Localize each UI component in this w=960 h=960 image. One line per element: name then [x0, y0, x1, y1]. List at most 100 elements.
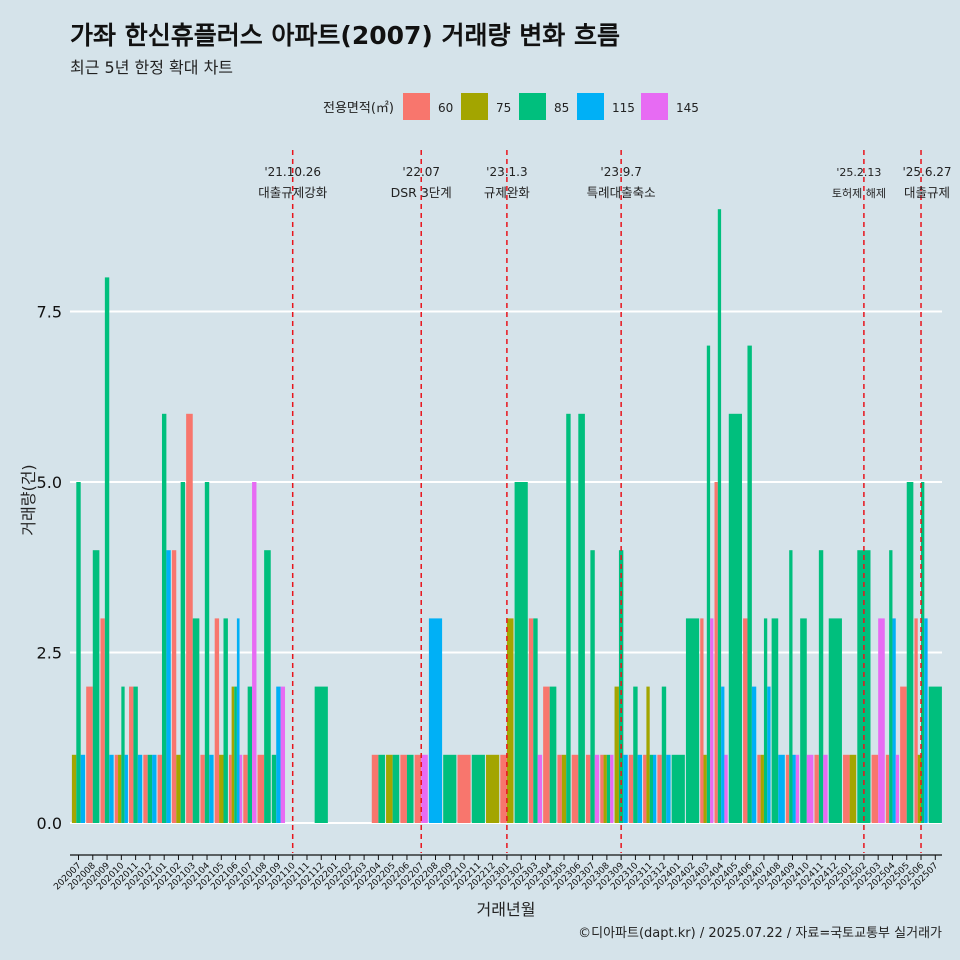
- bar-202503-60: [871, 754, 879, 823]
- bar-202205-85: [392, 754, 400, 823]
- bar-202212-75: [486, 754, 500, 823]
- bar-202407-115: [767, 686, 771, 823]
- bar-202011-60: [129, 686, 134, 823]
- bar-202505-85: [906, 482, 914, 823]
- legend-key-75: [461, 93, 488, 120]
- event-date-3: '23.9.7: [600, 165, 641, 179]
- bar-202207-60: [414, 754, 422, 823]
- bar-202211-85: [471, 754, 485, 823]
- bar-202405-85: [728, 413, 742, 823]
- bar-202407-75: [760, 754, 764, 823]
- bar-202302-85: [514, 482, 528, 823]
- bar-202306-60: [571, 754, 579, 823]
- legend-key-115: [577, 93, 604, 120]
- bar-202010-60: [114, 754, 119, 823]
- bar-202109-85: [271, 754, 277, 823]
- bar-202303-60: [528, 618, 534, 823]
- bar-202308-145: [610, 754, 614, 823]
- bar-202311-115: [653, 754, 657, 823]
- page-subtitle: 최근 5년 한정 확대 차트: [70, 58, 234, 77]
- bar-202501-75: [849, 754, 857, 823]
- legend-key-60: [403, 93, 430, 120]
- bar-202103-85: [192, 618, 200, 823]
- bar-202104-85: [204, 482, 210, 823]
- bar-202307-85: [590, 550, 595, 823]
- event-date-1: '22.07: [402, 165, 440, 179]
- bar-202103-60: [186, 413, 193, 823]
- bar-202101-85: [161, 413, 167, 823]
- bar-202409-60: [785, 754, 790, 823]
- bar-202007-115: [80, 754, 86, 823]
- bar-202011-115: [137, 754, 143, 823]
- bar-202105-85: [223, 618, 228, 823]
- bar-202207-145: [421, 754, 428, 823]
- bar-202303-145: [537, 754, 543, 823]
- event-date-5: '25.6.27: [902, 165, 951, 179]
- bar-202312-85: [661, 686, 667, 823]
- bar-202210-60: [457, 754, 471, 823]
- bar-202012-60: [143, 754, 148, 823]
- bar-202012-115: [152, 754, 157, 823]
- bar-202012-85: [147, 754, 153, 823]
- bar-202102-85: [180, 482, 186, 823]
- bar-202309-115: [623, 754, 628, 823]
- bar-202108-60: [257, 754, 265, 823]
- bars: [71, 209, 942, 823]
- legend-label-145: 145: [676, 101, 699, 115]
- legend-label-75: 75: [496, 101, 511, 115]
- bar-202505-60: [900, 686, 907, 823]
- page-title: 가좌 한신휴플러스 아파트(2007) 거래량 변화 흐름: [70, 21, 620, 50]
- bar-202107-145: [252, 482, 257, 823]
- bar-202408-115: [778, 754, 785, 823]
- bar-202406-85: [747, 345, 752, 823]
- bar-202310-115: [637, 754, 643, 823]
- bar-202403-75: [703, 754, 707, 823]
- bar-202105-60: [214, 618, 220, 823]
- bar-202404-85: [717, 209, 722, 823]
- event-date-4: '25.2.13: [836, 166, 881, 179]
- bar-202305-85: [566, 413, 571, 823]
- legend-key-85: [519, 93, 546, 120]
- bar-202105-75: [219, 754, 224, 823]
- bar-202504-85: [889, 550, 893, 823]
- legend-label-60: 60: [438, 101, 453, 115]
- bar-202206-60: [400, 754, 407, 823]
- event-date-0: '21.10.26: [264, 165, 321, 179]
- bar-202106-85: [234, 686, 237, 823]
- bar-202504-145: [895, 754, 900, 823]
- bar-202009-60: [100, 618, 105, 823]
- bar-202501-60: [843, 754, 850, 823]
- bar-202009-85: [104, 277, 110, 823]
- bar-202007-85: [76, 482, 81, 823]
- bar-202406-60: [743, 618, 748, 823]
- bar-202307-60: [585, 754, 591, 823]
- event-label-4: 토허제 해제: [832, 186, 886, 200]
- bar-202411-145: [823, 754, 828, 823]
- bar-202108-85: [264, 550, 271, 823]
- bar-202304-60: [543, 686, 550, 823]
- bar-202407-85: [763, 618, 768, 823]
- y-tick-label-0: 0.0: [37, 814, 62, 833]
- bar-202507-85: [928, 686, 942, 823]
- grid: [70, 310, 942, 824]
- bar-202504-115: [892, 618, 896, 823]
- bar-202204-60: [371, 754, 379, 823]
- bar-202312-115: [666, 754, 671, 823]
- bar-202411-60: [814, 754, 819, 823]
- event-label-1: DSR 3단계: [391, 185, 452, 200]
- bar-202010-75: [118, 754, 122, 823]
- bar-202301-75: [506, 618, 514, 823]
- bar-202404-115: [721, 686, 725, 823]
- y-tick-label-1: 2.5: [37, 644, 62, 663]
- bar-202406-115: [751, 686, 757, 823]
- event-date-2: '23.1.3: [486, 165, 527, 179]
- event-markers: '21.10.26 대출규제강화 '22.07 DSR 3단계 '23.1.3 규제완화 '…: [258, 150, 952, 853]
- bar-202206-85: [406, 754, 414, 823]
- legend-key-145: [641, 93, 668, 120]
- bar-202312-60: [657, 754, 662, 823]
- bar-202503-145: [878, 618, 885, 823]
- bar-202306-85: [578, 413, 585, 823]
- bar-202106-145: [239, 754, 243, 823]
- y-tick-label-3: 7.5: [37, 303, 62, 322]
